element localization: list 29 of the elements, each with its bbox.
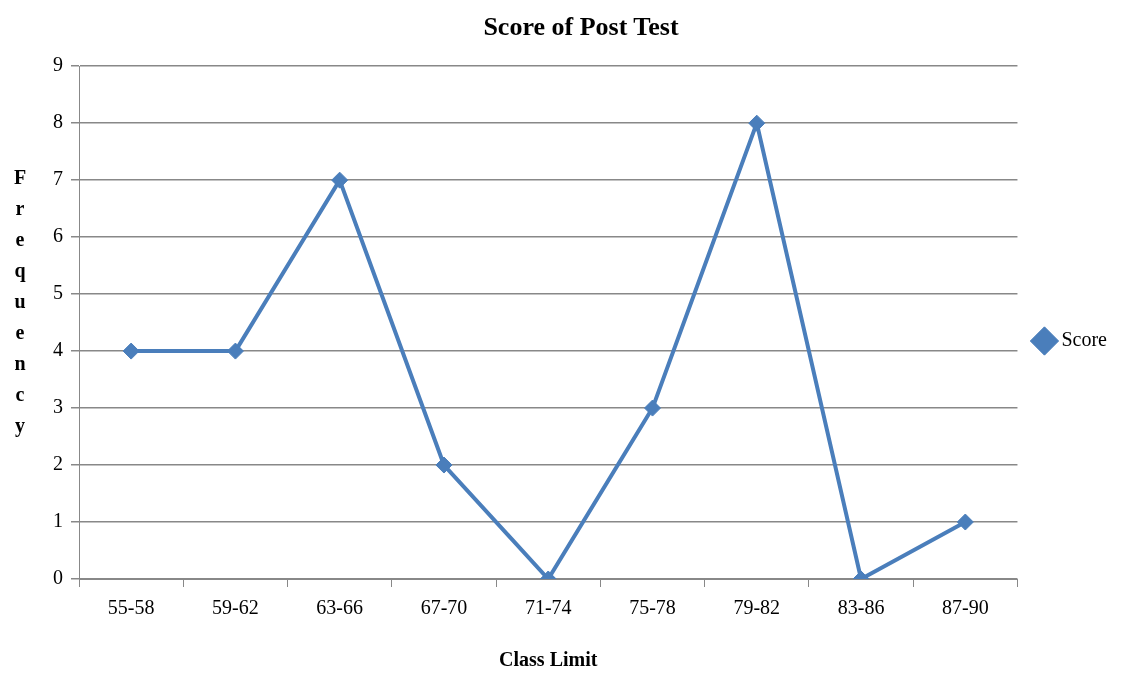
- x-tick-label: 71-74: [524, 596, 572, 619]
- y-tick-label: 2: [53, 452, 63, 475]
- x-tick-label: 55-58: [107, 596, 155, 619]
- x-tick-label: 87-90: [941, 596, 989, 619]
- point: [435, 456, 453, 474]
- y-tick-label: 5: [53, 281, 63, 304]
- y-tick-label: 1: [53, 509, 63, 532]
- y-tick-label: 4: [53, 338, 63, 361]
- y-tick-label: 7: [53, 167, 63, 190]
- x-tick-label: 83-86: [837, 596, 885, 619]
- point: [956, 513, 974, 531]
- legend-label: Score: [1061, 328, 1108, 351]
- x-tick-label: 67-70: [420, 596, 468, 619]
- y-tick-label: 8: [53, 110, 63, 133]
- y-tick-label: 6: [53, 224, 63, 247]
- point: [122, 342, 140, 360]
- text: Frequency: [13, 165, 27, 436]
- x-tick-label: 79-82: [733, 596, 781, 619]
- x-tick-label: 75-78: [629, 596, 676, 619]
- chart-title: Score of Post Test: [483, 12, 679, 42]
- x-axis-title: Class Limit: [499, 648, 598, 671]
- point: [644, 399, 662, 417]
- point: [748, 114, 766, 132]
- x-tick-label: 59-62: [212, 596, 259, 619]
- y-tick-label: 9: [53, 53, 63, 76]
- x-tick-label: 63-66: [316, 596, 364, 619]
- y-tick-label: 0: [53, 566, 63, 589]
- point: [331, 171, 349, 189]
- y-tick-label: 3: [53, 395, 63, 418]
